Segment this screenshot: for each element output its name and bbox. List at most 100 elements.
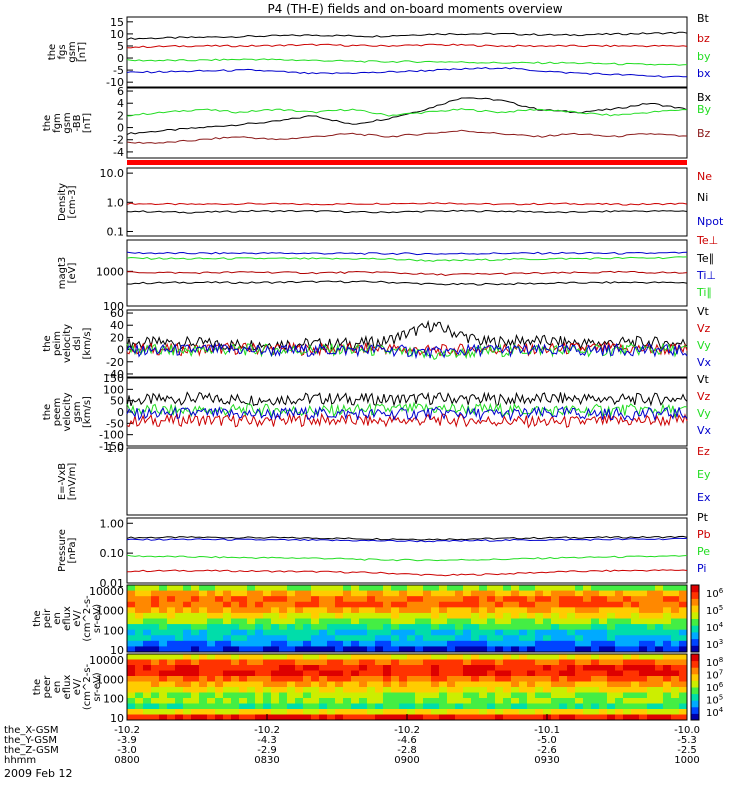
heatmap-cell-peer — [527, 670, 536, 677]
heatmap-cell-peir — [583, 590, 592, 597]
heatmap-cell-peer — [663, 665, 672, 671]
ylabel-fgs: [nT] — [77, 42, 88, 62]
heatmap-cell-peer — [671, 698, 680, 704]
heatmap-cell-peer — [175, 714, 184, 721]
heatmap-cell-peir — [663, 646, 672, 653]
heatmap-cell-peir — [575, 640, 584, 647]
heatmap-cell-peir — [151, 618, 160, 625]
heatmap-cell-peir — [639, 596, 648, 603]
heatmap-cell-peer — [263, 698, 272, 704]
ylabel-peim: dsl — [72, 336, 83, 350]
ytick-label-peem: -100 — [99, 429, 124, 442]
heatmap-cell-peir — [415, 612, 424, 619]
heatmap-cell-peer — [239, 687, 248, 693]
heatmap-cell-peer — [591, 698, 600, 704]
heatmap-cell-peer — [271, 681, 280, 688]
heatmap-cell-peir — [231, 612, 240, 619]
heatmap-cell-peir — [575, 646, 584, 653]
heatmap-cell-peer — [671, 687, 680, 693]
heatmap-cell-peer — [303, 709, 312, 715]
heatmap-cell-peir — [183, 612, 192, 619]
heatmap-cell-peer — [399, 714, 408, 721]
heatmap-cell-peir — [383, 618, 392, 625]
heatmap-cell-peer — [471, 698, 480, 704]
heatmap-cell-peer — [471, 709, 480, 715]
heatmap-cell-peer — [503, 681, 512, 688]
heatmap-cell-peer — [159, 714, 168, 721]
ylabel-peir: the — [32, 610, 43, 626]
legend-density: Ne — [697, 170, 712, 183]
heatmap-cell-peer — [231, 714, 240, 721]
heatmap-cell-peir — [215, 640, 224, 647]
heatmap-cell-peer — [455, 670, 464, 677]
heatmap-cell-peir — [599, 601, 608, 608]
heatmap-cell-peer — [471, 703, 480, 710]
heatmap-cell-peir — [183, 646, 192, 653]
heatmap-cell-peir — [175, 596, 184, 603]
heatmap-cell-peer — [439, 670, 448, 677]
ytick-label-peim: 60 — [110, 307, 124, 320]
heatmap-cell-peir — [511, 635, 520, 642]
heatmap-cell-peer — [679, 676, 688, 682]
heatmap-cell-peir — [375, 640, 384, 647]
heatmap-cell-peir — [623, 590, 632, 597]
heatmap-cell-peir — [559, 601, 568, 608]
heatmap-cell-peir — [279, 612, 288, 619]
heatmap-cell-peer — [535, 670, 544, 677]
heatmap-cell-peir — [311, 646, 320, 653]
heatmap-cell-peer — [359, 670, 368, 677]
heatmap-cell-peir — [167, 635, 176, 642]
heatmap-cell-peir — [503, 624, 512, 631]
heatmap-cell-peir — [295, 640, 304, 647]
heatmap-cell-peer — [519, 687, 528, 693]
heatmap-cell-peir — [471, 646, 480, 653]
colorbar-segment-peir — [691, 645, 699, 653]
heatmap-cell-peer — [415, 681, 424, 688]
heatmap-cell-peir — [127, 624, 136, 631]
heatmap-cell-peer — [543, 659, 552, 666]
heatmap-cell-peer — [647, 709, 656, 715]
colorbar-segment-peir — [691, 598, 699, 606]
heatmap-cell-peer — [127, 665, 136, 671]
heatmap-cell-peir — [591, 629, 600, 636]
heatmap-cell-peer — [351, 654, 360, 660]
heatmap-cell-peer — [151, 687, 160, 693]
heatmap-cell-peir — [511, 585, 520, 592]
heatmap-cell-peir — [671, 646, 680, 653]
heatmap-cell-peir — [487, 635, 496, 642]
heatmap-cell-peir — [335, 590, 344, 597]
heatmap-cell-peer — [343, 670, 352, 677]
heatmap-cell-peir — [391, 635, 400, 642]
heatmap-cell-peer — [167, 698, 176, 704]
heatmap-cell-peer — [351, 670, 360, 677]
ytick-label-peim: 20 — [110, 331, 124, 344]
heatmap-cell-peir — [615, 640, 624, 647]
heatmap-cell-peir — [615, 590, 624, 597]
heatmap-cell-peir — [319, 635, 328, 642]
heatmap-cell-peer — [319, 681, 328, 688]
heatmap-cell-peir — [335, 618, 344, 625]
heatmap-cell-peer — [551, 670, 560, 677]
heatmap-cell-peir — [231, 607, 240, 614]
heatmap-cell-peir — [575, 629, 584, 636]
heatmap-cell-peer — [535, 698, 544, 704]
heatmap-cell-peir — [271, 590, 280, 597]
heatmap-cell-peir — [439, 612, 448, 619]
heatmap-cell-peir — [671, 640, 680, 647]
heatmap-cell-peer — [631, 714, 640, 721]
heatmap-cell-peir — [607, 618, 616, 625]
heatmap-cell-peir — [287, 624, 296, 631]
heatmap-cell-peir — [551, 624, 560, 631]
heatmap-cell-peer — [559, 709, 568, 715]
heatmap-cell-peir — [231, 596, 240, 603]
heatmap-cell-peer — [415, 692, 424, 699]
heatmap-cell-peir — [671, 618, 680, 625]
heatmap-cell-peir — [591, 618, 600, 625]
heatmap-cell-peir — [591, 624, 600, 631]
heatmap-cell-peer — [175, 709, 184, 715]
heatmap-cell-peer — [439, 714, 448, 721]
heatmap-cell-peer — [599, 709, 608, 715]
heatmap-cell-peer — [135, 654, 144, 660]
heatmap-cell-peer — [263, 687, 272, 693]
heatmap-cell-peir — [151, 585, 160, 592]
